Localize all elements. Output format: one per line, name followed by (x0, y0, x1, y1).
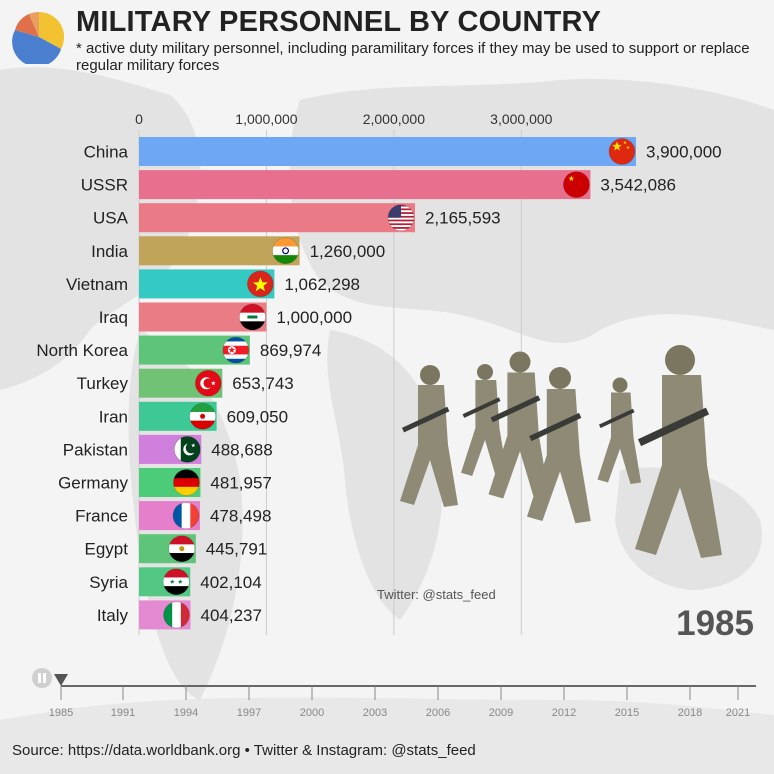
category-label: USSR (81, 176, 128, 195)
timeline-tick-label: 2009 (489, 707, 513, 719)
value-label: 404,237 (201, 606, 262, 625)
china-flag-icon (608, 138, 636, 165)
ussr-flag-icon (562, 171, 590, 199)
category-label: Italy (97, 606, 129, 625)
value-label: 402,104 (200, 573, 261, 592)
timeline-tick-label: 1991 (111, 707, 135, 719)
india-flag-icon (272, 237, 299, 265)
soldiers-illustration (400, 345, 722, 558)
france-flag-icon (172, 502, 200, 529)
watermark: Twitter: @stats_feed (377, 587, 496, 602)
value-label: 3,900,000 (646, 143, 722, 162)
category-label: Iran (99, 407, 128, 426)
x-tick-label: 3,000,000 (490, 111, 552, 127)
source-footer: Source: https://data.worldbank.org • Twi… (12, 742, 476, 759)
value-label: 478,498 (210, 507, 271, 526)
timeline-tick-label: 2003 (363, 707, 387, 719)
category-label: Germany (58, 474, 128, 493)
timeline-tick-label: 1994 (174, 707, 198, 719)
north-korea-flag-icon (222, 336, 250, 364)
year-label: 1985 (676, 604, 754, 643)
category-label: Turkey (77, 374, 129, 393)
category-label: China (84, 143, 129, 162)
timeline-tick-label: 1985 (49, 707, 73, 719)
pause-button[interactable] (32, 668, 52, 688)
italy-flag-icon (163, 601, 190, 629)
value-label: 1,000,000 (276, 308, 352, 327)
category-label: USA (93, 209, 129, 228)
value-label: 869,974 (260, 341, 321, 360)
usa-flag-icon (387, 204, 415, 232)
x-tick-label: 1,000,000 (235, 111, 297, 127)
category-label: France (75, 507, 128, 526)
egypt-flag-icon (168, 535, 196, 563)
category-label: Iraq (99, 308, 128, 327)
pause-icon (38, 673, 41, 683)
timeline-tick-label: 2015 (615, 707, 639, 719)
value-label: 488,688 (211, 440, 272, 459)
category-label: Vietnam (66, 275, 128, 294)
pakistan-flag-icon (173, 435, 201, 463)
chart-title: MILITARY PERSONNEL BY COUNTRY (76, 6, 602, 38)
value-label: 445,791 (206, 540, 267, 559)
vietnam-flag-icon (246, 270, 274, 298)
value-label: 1,260,000 (310, 242, 386, 261)
value-label: 2,165,593 (425, 209, 501, 228)
timeline-handle[interactable] (54, 674, 68, 686)
bar (139, 170, 591, 200)
iran-flag-icon (189, 402, 217, 430)
syria-flag-icon (162, 568, 190, 596)
turkey-flag-icon (194, 369, 222, 397)
bar (139, 203, 415, 233)
category-label: North Korea (36, 341, 128, 360)
timeline-tick-label: 2006 (426, 707, 450, 719)
x-tick-label: 2,000,000 (363, 111, 425, 127)
value-label: 481,957 (210, 474, 271, 493)
category-label: India (91, 242, 128, 261)
timeline-tick-label: 2012 (552, 707, 576, 719)
pause-icon (43, 673, 46, 683)
value-label: 3,542,086 (600, 176, 676, 195)
value-label: 1,062,298 (284, 275, 360, 294)
timeline: 1985 1991 1994 1997 2000 2003 2006 2009 2012 2015… (32, 668, 756, 719)
value-label: 653,743 (232, 374, 293, 393)
timeline-tick-label: 2021 (726, 707, 750, 719)
chart-subtitle: * active duty military personnel, includ… (76, 40, 750, 74)
pie-logo-icon (12, 11, 65, 64)
category-label: Pakistan (63, 440, 128, 459)
x-tick-label: 0 (135, 111, 143, 127)
bar (139, 137, 636, 166)
timeline-tick-label: 2018 (678, 707, 702, 719)
germany-flag-icon (173, 469, 200, 496)
category-label: Egypt (85, 540, 129, 559)
iraq-flag-icon (239, 303, 266, 331)
category-label: Syria (89, 573, 128, 592)
timeline-tick-label: 2000 (300, 707, 324, 719)
timeline-tick-label: 1997 (237, 707, 261, 719)
value-label: 609,050 (227, 407, 288, 426)
